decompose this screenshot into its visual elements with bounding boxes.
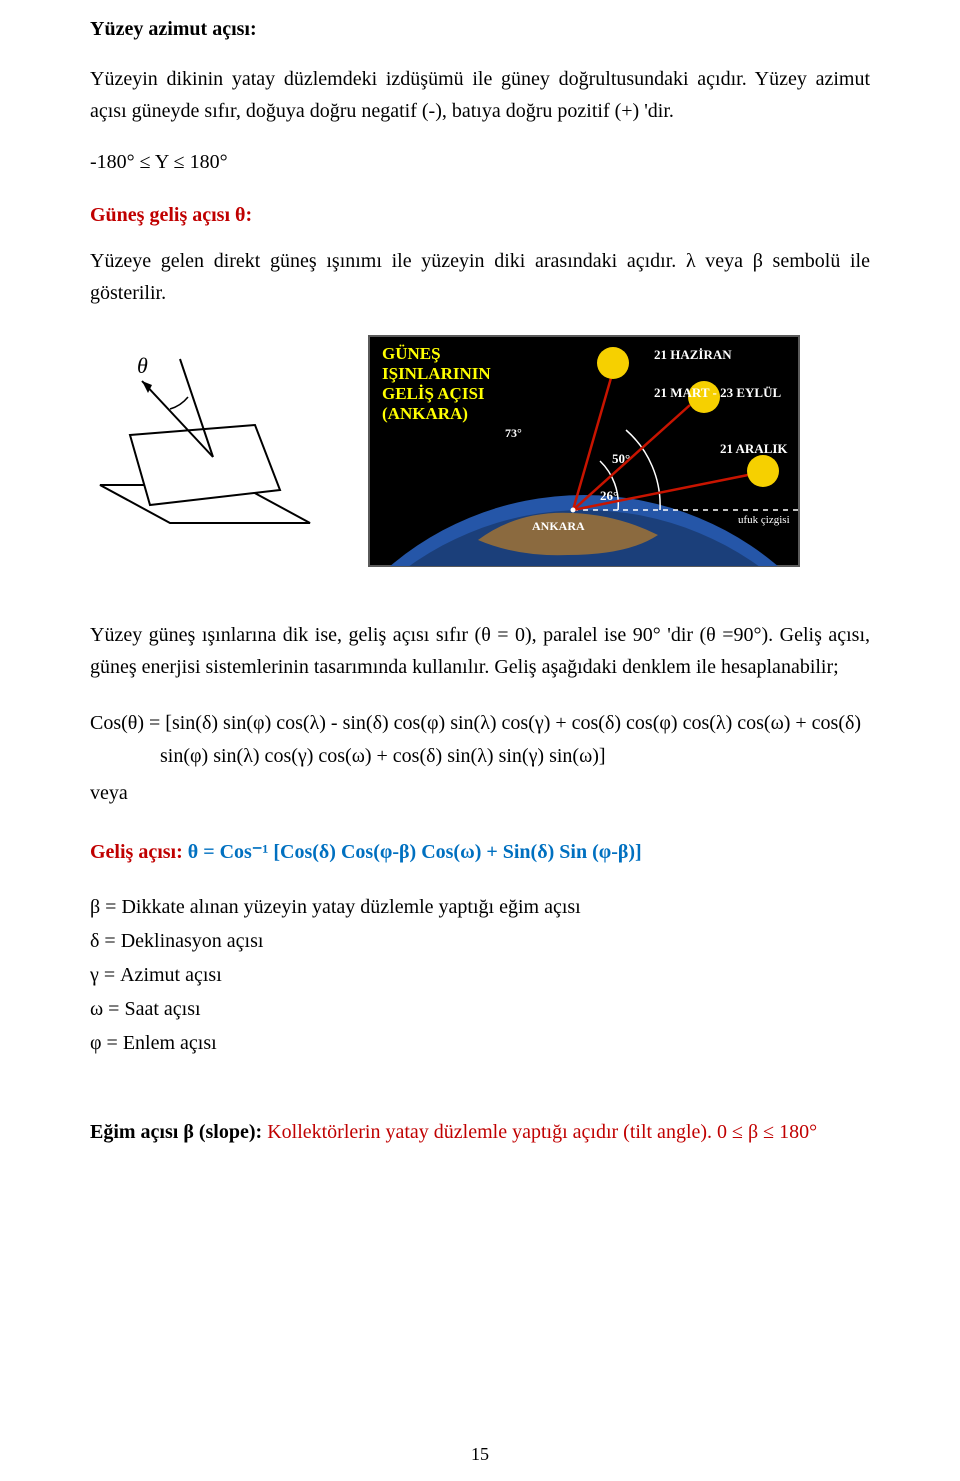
def-omega: ω = Saat açısı (90, 992, 870, 1026)
fig2-title-3: (ANKARA) (382, 404, 468, 423)
section4-line: Eğim açısı β (slope): Kollektörlerin yat… (90, 1116, 870, 1148)
veya-label: veya (90, 777, 870, 810)
def-delta: δ = Deklinasyon açısı (90, 924, 870, 958)
section2-title: Güneş geliş açısı θ: (90, 204, 252, 226)
page-number: 15 (0, 1444, 960, 1465)
section3-para1: Yüzey güneş ışınlarına dik ise, geliş aç… (90, 619, 870, 683)
figure-left: θ (90, 335, 320, 535)
section4-title: Eğim açısı β (slope): (90, 1121, 267, 1143)
section1-para: Yüzeyin dikinin yatay düzlemdeki izdüşüm… (90, 63, 870, 127)
def-beta: β = Dikkate alınan yüzeyin yatay düzleml… (90, 890, 870, 924)
formula-line2: sin(φ) sin(λ) cos(γ) cos(ω) + cos(δ) sin… (90, 740, 870, 773)
figure-row: θ (90, 335, 870, 567)
formula-block: Cos(θ) = [sin(δ) sin(φ) cos(λ) - sin(δ) … (90, 707, 870, 810)
theta-label: θ (137, 353, 148, 378)
fig2-title-1: IŞINLARININ (382, 364, 491, 383)
angle-26-label: 26° (600, 488, 618, 503)
sun-angles-diagram-icon: 73° 50° 26° ANKARA ufuk çizgisi GÜNEŞ IŞ… (368, 335, 800, 567)
section1-title: Yüzey azimut açısı: (90, 18, 870, 41)
gelis-acisi-line: Geliş açısı: θ = Cos⁻¹ [Cos(δ) Cos(φ-β) … (90, 836, 870, 868)
label-21aralik: 21 ARALIK (720, 441, 788, 456)
section2-para: Yüzeye gelen direkt güneş ışınımı ile yü… (90, 245, 870, 309)
def-gamma: γ = Azimut açısı (90, 958, 870, 992)
label-21haz: 21 HAZİRAN (654, 347, 732, 362)
ufuk-label: ufuk çizgisi (738, 514, 790, 526)
def-phi: φ = Enlem açısı (90, 1026, 870, 1060)
definitions: β = Dikkate alınan yüzeyin yatay düzleml… (90, 890, 870, 1060)
gelis-label: Geliş açısı: (90, 841, 183, 863)
label-21mart: 21 MART - 23 EYLÜL (654, 385, 781, 400)
ankara-label: ANKARA (532, 519, 585, 533)
figure-right: 73° 50° 26° ANKARA ufuk çizgisi GÜNEŞ IŞ… (368, 335, 800, 567)
gelis-formula: θ = Cos⁻¹ [Cos(δ) Cos(φ-β) Cos(ω) + Sin(… (188, 841, 642, 863)
angle-diagram-icon: θ (90, 335, 320, 535)
angle-73-label: 73° (505, 426, 522, 440)
fig2-title-2: GELİŞ AÇISI (382, 384, 485, 403)
angle-50-label: 50° (612, 451, 630, 466)
formula-line1: Cos(θ) = [sin(δ) sin(φ) cos(λ) - sin(δ) … (90, 712, 861, 734)
section1-range: -180° ≤ Y ≤ 180° (90, 151, 870, 174)
page: Yüzey azimut açısı: Yüzeyin dikinin yata… (0, 0, 960, 1481)
fig2-title-0: GÜNEŞ (382, 344, 441, 363)
section4-red: Kollektörlerin yatay düzlemle yaptığı aç… (267, 1121, 817, 1143)
